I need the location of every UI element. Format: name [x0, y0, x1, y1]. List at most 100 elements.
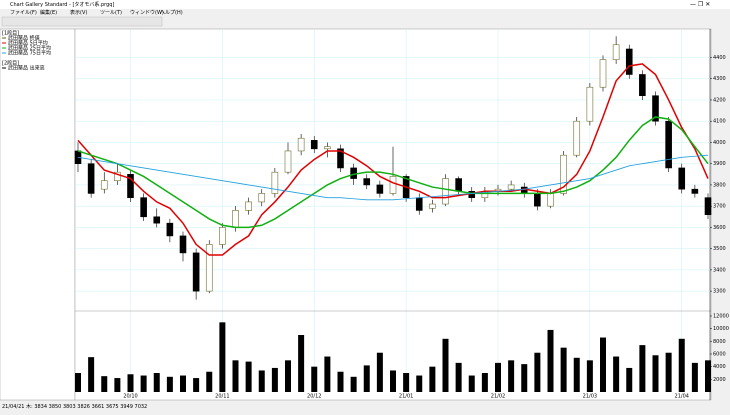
legend-label: 武田薬品 終値: [8, 35, 40, 42]
y-tick-label: 3500: [713, 246, 726, 252]
candle-body: [547, 193, 554, 207]
candle-body: [140, 197, 147, 218]
candle-body: [297, 137, 305, 152]
candle-body: [284, 150, 292, 173]
volume-bar: [639, 345, 646, 392]
legend-heading: [1段目]: [2, 30, 19, 37]
status-bar: [0, 402, 730, 411]
candle-body: [232, 210, 239, 228]
menu-item[interactable]: 表示(V): [70, 9, 87, 16]
x-tick-label: 21/04: [675, 394, 689, 400]
candle-body: [87, 163, 95, 194]
legend-label: 武田薬品 25日平均: [8, 45, 51, 52]
y-tick-label: 2000: [713, 377, 726, 383]
volume-bar: [245, 361, 252, 392]
menu-item[interactable]: ウィンドウ(W): [130, 9, 164, 16]
candle-body: [205, 244, 213, 292]
candle-body: [310, 140, 318, 150]
candle-body: [429, 203, 436, 209]
menu-item[interactable]: ツール(T): [100, 10, 122, 16]
volume-bar: [285, 360, 291, 392]
title-bar: [0, 0, 730, 9]
y-tick-label: 3900: [713, 161, 726, 167]
volume-bar: [613, 356, 620, 392]
menu-item[interactable]: 編集(E): [40, 9, 57, 16]
y-tick-label: 4100: [713, 119, 726, 125]
volume-bar: [429, 366, 436, 392]
volume-bar: [442, 338, 449, 392]
candle-body: [100, 180, 108, 190]
x-tick-label: 21/01: [399, 394, 413, 400]
volume-bar: [258, 370, 265, 392]
volume-bar: [232, 360, 239, 392]
candle-body: [573, 120, 581, 156]
y-tick-label: 3400: [713, 267, 726, 273]
volume-bar: [573, 357, 580, 392]
candle-body: [219, 227, 226, 245]
candle-body: [166, 222, 174, 237]
legend-label: 武田薬品 5日平均: [8, 40, 48, 47]
candle-body: [442, 178, 449, 205]
toolbar[interactable]: [1, 16, 163, 27]
y-tick-label: 3700: [713, 204, 726, 210]
candle-body: [625, 48, 633, 75]
candle-body: [363, 178, 371, 186]
window-title: Chart Gallery Standard - [タオモバ系.prgq]: [10, 1, 114, 8]
status-text: 21/04/21 木: 3834 3850 3803 3826 3661 367…: [2, 403, 147, 410]
candle-body: [389, 176, 397, 194]
volume-bar: [219, 322, 226, 392]
volume-bar: [508, 360, 515, 392]
candle-body: [258, 193, 266, 203]
volume-bar: [114, 378, 121, 392]
volume-bar: [101, 376, 108, 392]
y-tick-label: 3800: [713, 182, 726, 188]
candle-body: [639, 74, 646, 97]
candle-body: [455, 178, 462, 192]
candle-body: [612, 44, 620, 60]
volume-bar: [376, 352, 383, 392]
volume-bar: [166, 376, 173, 392]
menu-item[interactable]: ヘルプ(H): [160, 10, 183, 16]
volume-bar: [206, 371, 213, 392]
y-tick-label: 4300: [713, 76, 726, 82]
chart-area: [74, 28, 712, 401]
volume-bar: [403, 373, 410, 392]
volume-bar: [691, 362, 698, 392]
candle-body: [271, 171, 279, 194]
candle-body: [691, 188, 699, 194]
volume-bar: [271, 367, 278, 392]
volume-bar: [140, 375, 147, 392]
y-tick-label: 4000: [713, 140, 726, 146]
y-tick-label: 12000: [713, 314, 729, 320]
candle-body: [337, 148, 344, 169]
candle-body: [678, 167, 686, 190]
candle-body: [652, 95, 659, 122]
charts: 20/10 20/11 20/12 21/01 21/02 21/03 21/04 3300 3…: [2, 29, 729, 400]
y-tick-label: 4200: [713, 97, 726, 103]
candle-body: [599, 59, 607, 88]
volume-bar: [127, 374, 134, 392]
volume-bar: [75, 373, 81, 392]
y-tick-label: 3600: [713, 225, 726, 231]
candle-body: [586, 86, 594, 122]
menu-bar: ファイル(F) 編集(E) 表示(V) ツール(T) ウィンドウ(W)ヘルプ(H): [10, 9, 183, 16]
candle-body: [415, 197, 423, 211]
legend-label: 武田薬品 75日平均: [8, 50, 51, 57]
candle-body: [127, 174, 134, 198]
volume-bar: [547, 329, 554, 392]
volume-bar: [350, 376, 357, 392]
window-controls[interactable]: — ❐ ✕: [690, 1, 710, 8]
volume-bar: [481, 373, 488, 392]
volume-bar: [626, 367, 633, 392]
volume-bar: [363, 365, 370, 392]
x-tick-label: 20/10: [123, 394, 137, 400]
volume-bar: [324, 356, 331, 392]
menu-item[interactable]: ファイル(F): [10, 10, 37, 16]
volume-bar: [416, 375, 423, 392]
volume-bar: [153, 373, 160, 392]
volume-bar: [652, 355, 659, 392]
legend-label: 武田薬品 出来高: [8, 65, 45, 72]
volume-bar: [495, 362, 501, 392]
y-tick-label: 4000: [713, 364, 726, 370]
moving-average: [77, 154, 709, 201]
